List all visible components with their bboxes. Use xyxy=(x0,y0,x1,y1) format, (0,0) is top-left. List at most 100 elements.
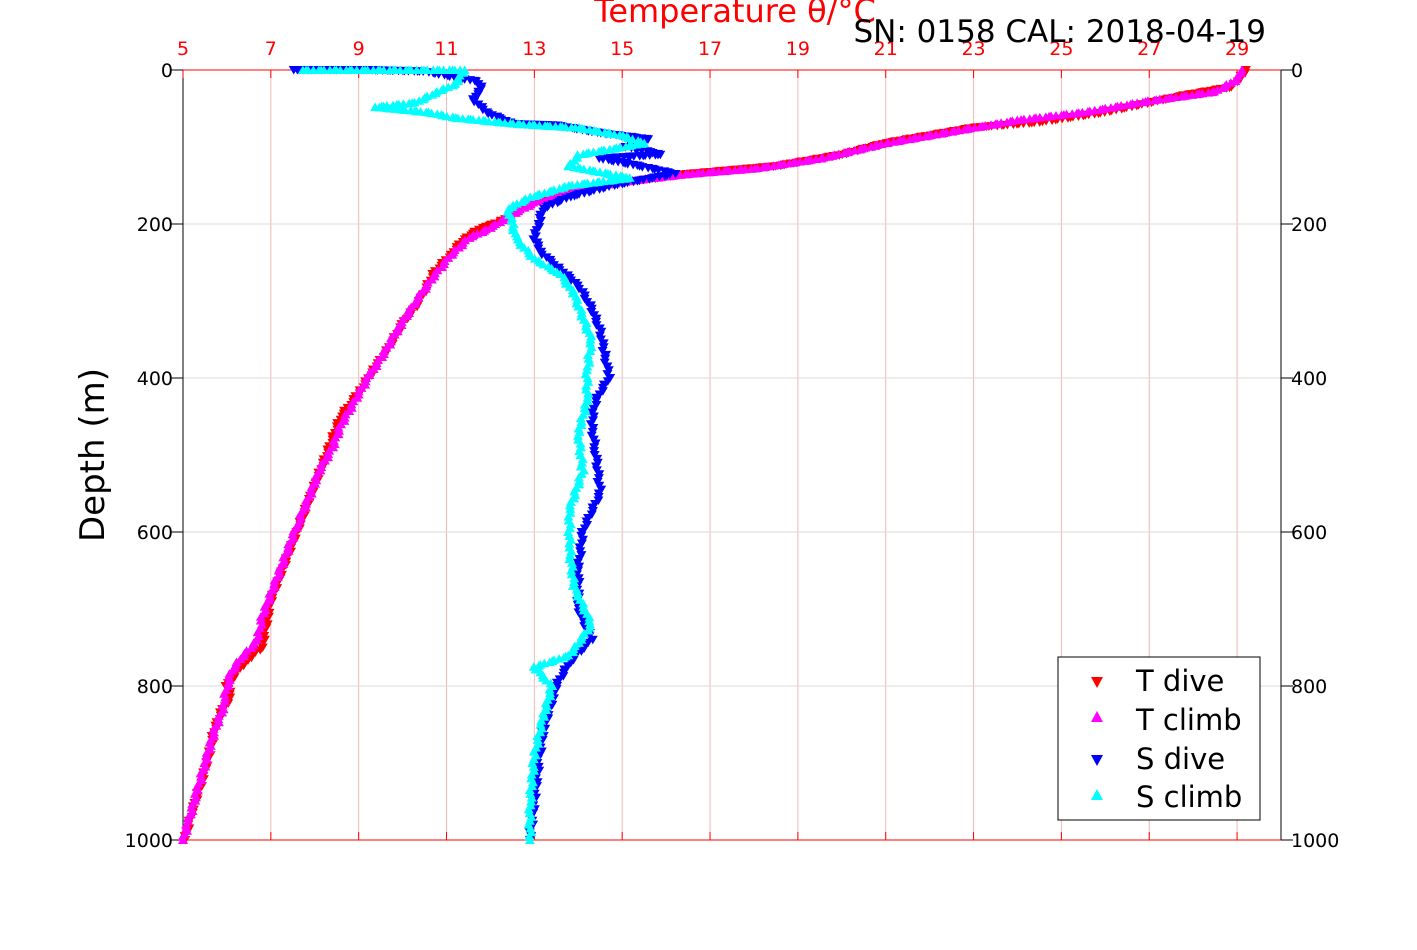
data-point xyxy=(190,792,201,802)
data-point xyxy=(295,509,306,519)
y-axis-label: Depth (m) xyxy=(73,368,113,542)
data-point xyxy=(525,823,536,833)
data-point xyxy=(823,152,834,161)
legend-label-s-climb: S climb xyxy=(1136,780,1242,814)
data-point xyxy=(441,111,452,121)
y-tick-label-right: 0 xyxy=(1291,60,1303,82)
data-point xyxy=(510,208,521,217)
data-point xyxy=(575,438,586,448)
data-markers xyxy=(177,65,1251,845)
y-tick-label-left: 600 xyxy=(137,522,173,544)
legend-marker-s-climb xyxy=(1091,789,1103,800)
x-tick-label: 21 xyxy=(874,38,898,60)
legend-marker-s-dive xyxy=(1091,755,1103,766)
legend-label-t-climb: T climb xyxy=(1135,703,1242,737)
data-point xyxy=(565,519,576,529)
data-point xyxy=(548,261,559,270)
data-point xyxy=(477,105,488,115)
data-point xyxy=(528,762,539,771)
data-point xyxy=(524,835,535,844)
data-point xyxy=(563,512,574,521)
x-tick-label: 15 xyxy=(610,38,634,60)
data-point xyxy=(532,731,543,741)
data-point xyxy=(554,184,565,193)
data-point xyxy=(536,716,547,725)
legend-label-s-dive: S dive xyxy=(1136,742,1225,776)
data-point xyxy=(538,259,549,269)
data-point xyxy=(278,552,289,562)
legend-marker-t-dive xyxy=(1091,677,1103,688)
data-point xyxy=(536,250,547,260)
data-point xyxy=(582,361,593,371)
data-point xyxy=(839,148,850,158)
data-point xyxy=(526,793,537,802)
data-point xyxy=(1122,100,1133,109)
data-point xyxy=(178,835,188,844)
x-tick-label: 25 xyxy=(1049,38,1073,60)
data-point xyxy=(587,635,598,645)
y-tick-label-left: 200 xyxy=(137,214,173,236)
x-tick-label: 17 xyxy=(698,38,722,60)
data-point xyxy=(784,158,795,168)
chart-title: Temperature θ/°C xyxy=(593,0,876,30)
data-point xyxy=(582,373,593,382)
x-tick-label: 11 xyxy=(434,38,458,60)
data-point xyxy=(1203,88,1214,97)
x-tick-label: 29 xyxy=(1225,38,1249,60)
data-point xyxy=(1160,94,1171,103)
data-point xyxy=(566,558,577,567)
data-point xyxy=(566,276,577,285)
data-point xyxy=(532,735,543,744)
legend-box xyxy=(1057,656,1261,821)
data-point xyxy=(565,550,576,560)
data-point xyxy=(523,804,534,814)
x-tick-label: 9 xyxy=(353,38,365,60)
data-point xyxy=(866,142,877,151)
legend-label-t-dive: T dive xyxy=(1135,664,1224,698)
data-point xyxy=(881,138,892,148)
data-point xyxy=(1149,95,1160,105)
y-tick-label-right: 600 xyxy=(1291,522,1327,544)
y-tick-label-right: 1000 xyxy=(1291,830,1339,852)
y-tick-label-left: 800 xyxy=(137,676,173,698)
data-point xyxy=(213,714,224,723)
data-point xyxy=(524,785,535,794)
data-point xyxy=(959,125,970,134)
x-tick-label: 13 xyxy=(522,38,546,60)
data-point xyxy=(904,134,915,144)
series-s-climb xyxy=(297,65,650,844)
data-point xyxy=(437,262,448,272)
x-tick-label: 19 xyxy=(786,38,810,60)
data-point xyxy=(577,454,588,463)
data-point xyxy=(566,566,577,575)
x-tick-label: 5 xyxy=(177,38,189,60)
y-tick-label-right: 200 xyxy=(1291,214,1327,236)
data-point xyxy=(568,647,579,657)
chart-subtitle: SN: 0158 CAL: 2018-04-19 xyxy=(854,14,1267,50)
data-point xyxy=(920,131,931,141)
data-point xyxy=(1002,117,1013,127)
data-point xyxy=(526,770,537,779)
data-point xyxy=(627,134,638,144)
legend: T dive T climb S dive S climb xyxy=(1057,656,1261,821)
data-point xyxy=(579,403,590,412)
x-tick-label: 23 xyxy=(961,38,985,60)
data-point xyxy=(620,142,631,151)
y-tick-label-right: 800 xyxy=(1291,676,1327,698)
x-tick-label: 27 xyxy=(1137,38,1161,60)
y-tick-label-left: 0 xyxy=(161,60,173,82)
x-tick-label: 7 xyxy=(265,38,277,60)
data-point xyxy=(564,539,575,548)
data-point xyxy=(526,797,537,806)
y-tick-label-right: 400 xyxy=(1291,368,1327,390)
data-point xyxy=(583,388,594,398)
data-point xyxy=(278,556,289,565)
data-point xyxy=(527,777,538,787)
y-tick-label-left: 400 xyxy=(137,368,173,390)
data-point xyxy=(524,831,535,841)
data-point xyxy=(252,627,263,637)
y-tick-label-left: 1000 xyxy=(125,830,173,852)
axis-ticks: 5 7 9 11 13 15 17 19 21 23 25 27 29 0 0 200 200 400 400 600… xyxy=(125,38,1340,852)
